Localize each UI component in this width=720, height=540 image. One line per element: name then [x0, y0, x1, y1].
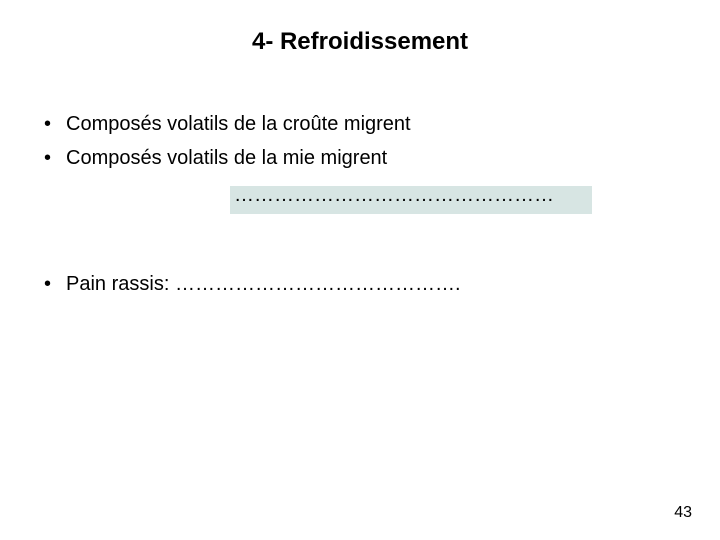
- bullet3-dots: …………………………………….: [175, 273, 461, 295]
- bullet-dot-icon: •: [38, 270, 66, 298]
- list-item: • Pain rassis: …………………………………….: [38, 270, 678, 298]
- list-item: • Composés volatils de la mie migrent: [38, 144, 678, 172]
- page-number: 43: [674, 504, 692, 522]
- bullet-list: • Composés volatils de la croûte migrent…: [38, 110, 678, 178]
- bullet3-prefix: Pain rassis:: [66, 273, 175, 295]
- bullet-dot-icon: •: [38, 110, 66, 138]
- slide-title: 4- Refroidissement: [0, 28, 720, 56]
- bullet-text: Pain rassis: …………………………………….: [66, 270, 678, 298]
- slide: 4- Refroidissement • Composés volatils d…: [0, 0, 720, 540]
- bullet-text: Composés volatils de la mie migrent: [66, 144, 678, 172]
- bullet-text: Composés volatils de la croûte migrent: [66, 110, 678, 138]
- bullet-dot-icon: •: [38, 144, 66, 172]
- list-item: • Composés volatils de la croûte migrent: [38, 110, 678, 138]
- dotted-placeholder: …………………………………………: [234, 184, 554, 207]
